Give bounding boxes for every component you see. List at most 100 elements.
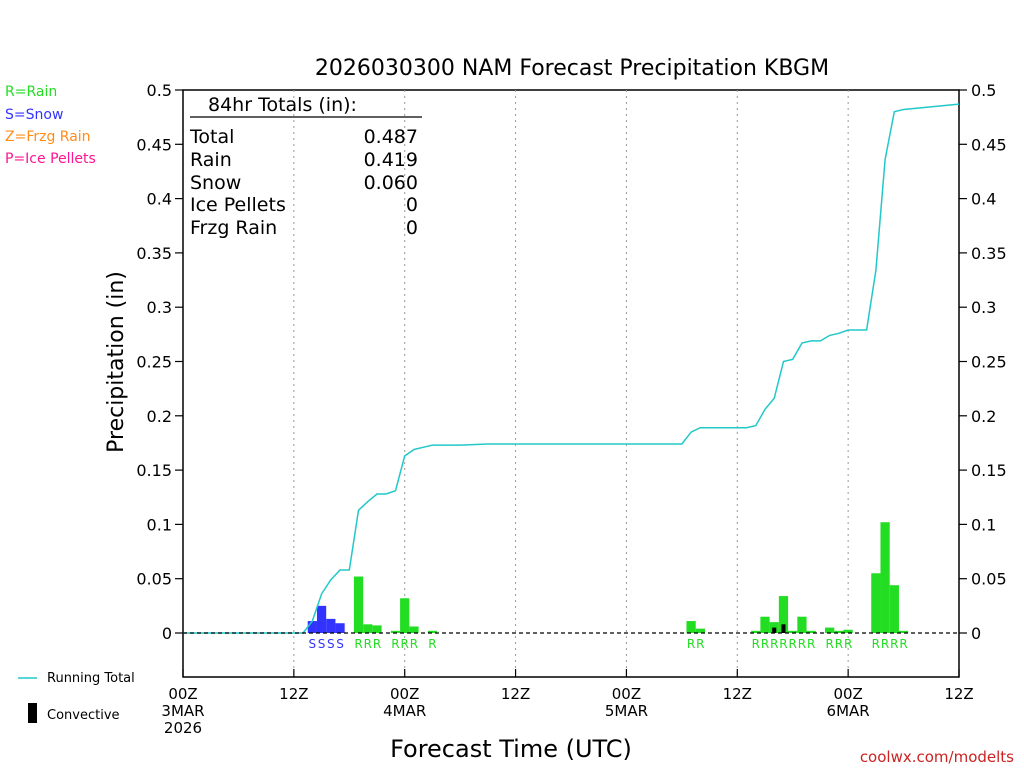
y-tick-label-right: 0.4 xyxy=(971,190,996,209)
x-tick-label: 3MAR xyxy=(161,702,204,720)
x-tick-label: 00Z xyxy=(390,685,419,703)
precip-bar xyxy=(871,573,881,633)
precip-type-label: S xyxy=(327,637,335,651)
precip-bar xyxy=(898,630,909,633)
precip-type-label: R xyxy=(807,637,815,651)
chart-title: 2026030300 NAM Forecast Precipitation KB… xyxy=(315,56,829,81)
y-tick-label-right: 0.25 xyxy=(971,353,1007,372)
y-tick-label-left: 0.45 xyxy=(136,135,172,154)
x-axis-label: Forecast Time (UTC) xyxy=(390,735,632,763)
y-tick-label-left: 0.25 xyxy=(136,353,172,372)
legend-running-total: Running Total xyxy=(47,671,135,686)
precip-type-label: R xyxy=(835,637,843,651)
precip-type-label: R xyxy=(373,637,381,651)
precip-bar xyxy=(409,626,419,633)
x-tick-label: 4MAR xyxy=(383,702,426,720)
convective-bar xyxy=(772,627,777,633)
precip-type-label: R xyxy=(779,637,787,651)
precip-type-label: R xyxy=(789,637,797,651)
precip-type-label: R xyxy=(825,637,833,651)
precip-type-label: R xyxy=(798,637,806,651)
precip-bar xyxy=(778,596,789,633)
precip-type-label: R xyxy=(410,637,418,651)
precip-bar xyxy=(427,630,438,633)
y-tick-label-left: 0.1 xyxy=(147,515,172,534)
totals-header: 84hr Totals (in): xyxy=(208,94,357,116)
precip-bar xyxy=(695,628,705,633)
precip-bar xyxy=(843,629,853,633)
precip-type-label: R xyxy=(761,637,769,651)
y-tick-label-left: 0.15 xyxy=(136,461,172,480)
y-tick-label-right: 0 xyxy=(971,624,981,643)
precip-type-label: R xyxy=(752,637,760,651)
legend-snow: S=Snow xyxy=(5,107,63,123)
running-total-series xyxy=(183,103,960,634)
totals-box: 84hr Totals (in): Total 0.487 Rain 0.419… xyxy=(189,94,422,239)
y-axis-label: Precipitation (in) xyxy=(104,271,129,453)
precip-type-label: R xyxy=(401,637,409,651)
totals-value-rain: 0.419 xyxy=(364,149,418,171)
precip-bar xyxy=(788,630,798,633)
y-tick-label-right: 0.35 xyxy=(971,244,1007,263)
precip-bar xyxy=(326,618,336,633)
x-tick-label: 12Z xyxy=(944,685,973,703)
precip-type-label: R xyxy=(770,637,778,651)
precip-type-label: R xyxy=(844,637,852,651)
totals-label-snow: Snow xyxy=(190,172,241,194)
totals-label-ice-pellets: Ice Pellets xyxy=(190,194,286,216)
totals-value-total: 0.487 xyxy=(364,126,418,148)
running-total-line xyxy=(183,103,960,634)
precip-bar xyxy=(400,598,410,633)
y-tick-label-left: 0.35 xyxy=(136,244,172,263)
precip-bar xyxy=(880,522,890,633)
legend-rain: R=Rain xyxy=(5,84,57,100)
vertical-gridlines xyxy=(293,90,849,677)
series-legend: Running Total Convective xyxy=(18,671,135,723)
x-tick-label: 00Z xyxy=(833,685,862,703)
y-tick-label-right: 0.15 xyxy=(971,461,1007,480)
plot-frame xyxy=(182,89,960,678)
y-tick-label-right: 0.2 xyxy=(971,407,996,426)
precip-bar xyxy=(335,623,345,633)
totals-label-freezing-rain: Frzg Rain xyxy=(190,217,277,239)
precip-bar xyxy=(353,576,364,633)
y-tick-label-right: 0.05 xyxy=(971,570,1007,589)
x-tick-label: 12Z xyxy=(279,685,308,703)
precip-bar xyxy=(686,621,696,633)
precip-type-label: S xyxy=(318,637,326,651)
type-legend: R=Rain S=Snow Z=Frzg Rain P=Ice Pellets xyxy=(5,84,96,167)
y-tick-label-left: 0.05 xyxy=(136,570,172,589)
totals-value-ice-pellets: 0 xyxy=(406,194,418,216)
y-tick-label-right: 0.5 xyxy=(971,81,996,100)
precip-type-label: R xyxy=(428,637,436,651)
y-tick-label-left: 0.3 xyxy=(147,298,172,317)
precip-type-label: R xyxy=(391,637,399,651)
y-tick-label-left: 0.4 xyxy=(147,190,172,209)
y-tick-label-left: 0.2 xyxy=(147,407,172,426)
credit-link[interactable]: coolwx.com/modelts xyxy=(860,748,1014,766)
y-axis-ticks: 0 00.05 0.050.1 0.10.15 0.150.2 0.20.25 0.250.… xyxy=(136,81,1006,643)
y-tick-label-right: 0.45 xyxy=(971,135,1007,154)
precip-bar xyxy=(825,627,835,633)
precip-type-label: R xyxy=(687,637,695,651)
convective-bar xyxy=(781,624,786,633)
precip-bar xyxy=(390,630,401,633)
y-tick-label-right: 0.1 xyxy=(971,515,996,534)
totals-value-freezing-rain: 0 xyxy=(406,217,418,239)
x-tick-label: 5MAR xyxy=(605,702,648,720)
precip-bar xyxy=(806,630,816,633)
precip-type-label: R xyxy=(696,637,704,651)
precip-type-label: R xyxy=(881,637,889,651)
legend-convective: Convective xyxy=(47,708,120,723)
x-tick-label: 00Z xyxy=(168,685,197,703)
precipitation-bars xyxy=(307,522,909,633)
totals-label-total: Total xyxy=(189,126,234,148)
legend-convective-swatch xyxy=(28,703,37,723)
x-tick-label: 12Z xyxy=(501,685,530,703)
precip-bar xyxy=(307,621,317,633)
x-tick-label: 2026 xyxy=(164,719,202,737)
precip-bar xyxy=(316,605,327,633)
totals-label-rain: Rain xyxy=(190,149,232,171)
